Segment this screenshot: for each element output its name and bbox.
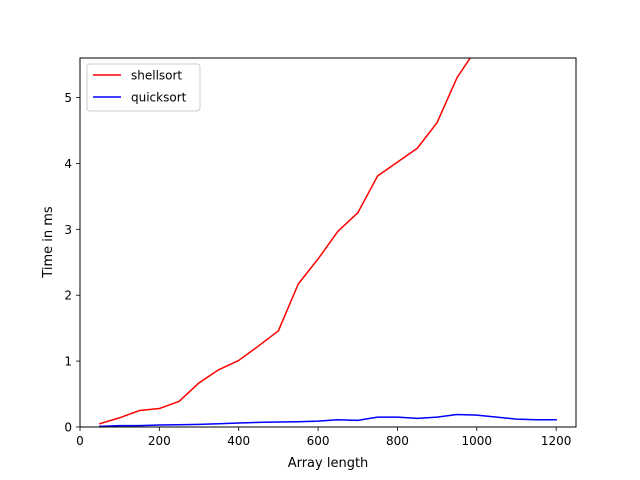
y-tick-label: 0 bbox=[64, 421, 72, 435]
y-axis-ticks: 0 1 2 3 4 5 bbox=[64, 91, 80, 435]
x-tick-label: 600 bbox=[307, 434, 330, 448]
y-tick-label: 1 bbox=[64, 355, 72, 369]
series-layer bbox=[98, 58, 557, 427]
series-line-shellsort bbox=[98, 58, 472, 425]
plot-frame bbox=[79, 57, 577, 428]
series-line-quicksort bbox=[99, 413, 557, 427]
x-tick-label: 800 bbox=[386, 434, 409, 448]
x-axis-label: Array length bbox=[288, 456, 369, 471]
legend-label-shellsort: shellsort bbox=[131, 69, 182, 83]
legend: shellsort quicksort bbox=[86, 63, 201, 112]
x-tick-label: 1000 bbox=[462, 434, 493, 448]
x-tick-label: 200 bbox=[148, 434, 171, 448]
y-tick-label: 4 bbox=[64, 157, 72, 171]
y-axis-label: Time in ms bbox=[41, 206, 56, 279]
plot-area bbox=[80, 58, 576, 427]
x-axis-ticks: 0 200 400 600 800 1000 1200 bbox=[76, 427, 571, 448]
y-tick-label: 2 bbox=[64, 289, 72, 303]
x-tick-label: 1200 bbox=[541, 434, 572, 448]
legend-label-quicksort: quicksort bbox=[131, 91, 187, 105]
y-tick-label: 5 bbox=[64, 91, 72, 105]
x-tick-label: 400 bbox=[227, 434, 250, 448]
y-tick-label: 3 bbox=[64, 223, 72, 237]
x-tick-label: 0 bbox=[76, 434, 84, 448]
